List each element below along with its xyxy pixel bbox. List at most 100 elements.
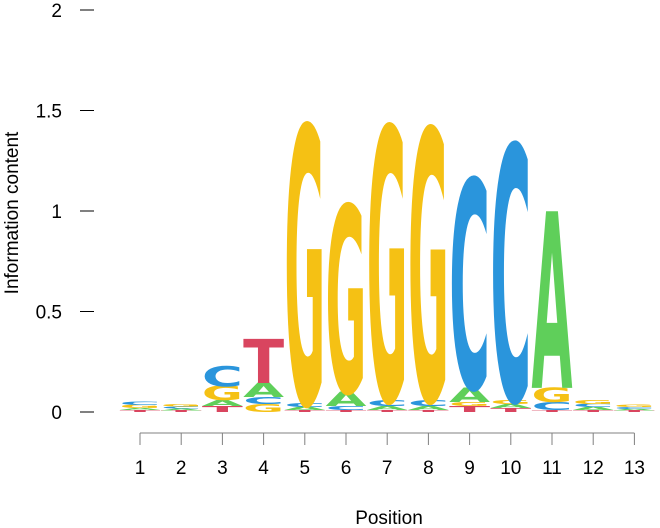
- letter-glyph: A: [202, 398, 244, 408]
- logo-letter-G-pos-6: G: [326, 155, 367, 453]
- letter-glyph: T: [120, 410, 161, 413]
- y-axis-title: Information content: [2, 131, 23, 294]
- letter-glyph: C: [408, 399, 449, 409]
- y-tick-label: 0.5: [36, 303, 62, 324]
- logo-letter-C-pos-1: C: [120, 401, 161, 406]
- letter-glyph: G: [120, 404, 161, 409]
- y-tick-label: 2: [51, 1, 62, 22]
- logo-letter-T-pos-3: T: [202, 404, 244, 414]
- letter-glyph: C: [490, 77, 531, 483]
- logo-letter-A-pos-3: A: [202, 398, 244, 408]
- x-tick-label: 12: [583, 458, 604, 479]
- letter-glyph: T: [202, 404, 244, 414]
- letter-glyph: A: [408, 405, 449, 411]
- y-tick-label: 0: [51, 403, 62, 424]
- letter-glyph: C: [573, 403, 614, 408]
- letter-glyph: G: [532, 384, 573, 406]
- logo-letter-G-pos-1: G: [120, 404, 161, 409]
- logo-letter-G-pos-12: G: [573, 399, 614, 405]
- letter-glyph: T: [573, 410, 614, 413]
- letter-glyph: A: [284, 406, 325, 411]
- x-tick-label: 10: [500, 458, 521, 479]
- logo-letter-T-pos-1: T: [120, 410, 161, 413]
- letter-glyph: C: [161, 406, 202, 409]
- y-tick-label: 1.5: [36, 102, 62, 123]
- letter-glyph: C: [532, 400, 573, 413]
- letter-glyph: A: [326, 389, 367, 411]
- logo-letter-G-pos-5: G: [284, 50, 325, 493]
- letter-glyph: G: [573, 399, 614, 405]
- logo-letter-C-pos-13: C: [614, 406, 655, 409]
- logo-letter-G-pos-4: G: [243, 402, 284, 415]
- logo-letter-T-pos-6: T: [326, 410, 367, 413]
- logo-letter-A-pos-9: A: [449, 385, 490, 407]
- letter-glyph: T: [284, 410, 325, 413]
- logo-letter-G-pos-3: G: [202, 382, 243, 404]
- logo-letter-C-pos-4: C: [243, 395, 284, 406]
- letter-glyph: A: [449, 385, 490, 407]
- x-tick-label: 8: [423, 458, 434, 479]
- x-tick-label: 2: [176, 458, 187, 479]
- logo-letter-T-pos-11: T: [532, 410, 573, 413]
- logo-letter-G-pos-11: G: [532, 384, 573, 406]
- letter-glyph: G: [449, 401, 490, 407]
- letter-glyph: T: [490, 407, 531, 413]
- logo-letter-A-pos-12: A: [573, 406, 614, 411]
- letter-glyph: T: [161, 410, 202, 413]
- letter-glyph: C: [284, 402, 325, 408]
- letter-glyph: A: [367, 405, 408, 411]
- x-tick-label: 4: [258, 458, 269, 479]
- letter-glyph: C: [243, 395, 284, 406]
- letter-glyph: T: [408, 410, 449, 413]
- logo-letter-A-pos-6: A: [326, 389, 367, 411]
- logo-letter-T-pos-13: T: [614, 410, 655, 413]
- logo-letter-C-pos-7: C: [367, 399, 408, 409]
- letter-glyph: A: [120, 407, 161, 410]
- logo-letter-C-pos-12: C: [573, 403, 614, 408]
- logo-letter-A-pos-7: A: [367, 405, 408, 411]
- letter-glyph: A: [161, 408, 202, 411]
- y-tick-label: 1: [51, 202, 62, 223]
- letter-glyph: G: [490, 399, 531, 405]
- logo-letter-T-pos-5: T: [284, 410, 325, 413]
- logo-letter-A-pos-5: A: [284, 406, 325, 411]
- logo-letter-T-pos-8: T: [408, 410, 449, 413]
- letter-glyph: T: [449, 404, 491, 414]
- x-tick-label: 9: [464, 458, 475, 479]
- letter-glyph: C: [326, 405, 367, 411]
- letter-glyph: G: [367, 52, 408, 488]
- logo-letter-C-pos-8: C: [408, 399, 449, 409]
- logo-letter-C-pos-11: C: [532, 400, 573, 413]
- letter-glyph: C: [367, 399, 408, 409]
- x-tick-label: 11: [542, 458, 562, 479]
- logo-letter-T-pos-7: T: [367, 410, 408, 413]
- x-tick-label: 3: [217, 458, 228, 479]
- letter-glyph: A: [532, 164, 573, 446]
- logo-letter-A-pos-10: A: [490, 403, 531, 409]
- letter-glyph: T: [367, 410, 408, 413]
- x-axis: 1 2 3 4 5 6 7 8 9 10 11 12 13: [135, 432, 645, 479]
- logo-letter-G-pos-10: G: [490, 399, 531, 405]
- letter-glyph: A: [490, 403, 531, 409]
- letter-glyph: C: [449, 123, 490, 456]
- letter-glyph: A: [614, 408, 655, 411]
- x-tick-label: 13: [624, 458, 645, 479]
- letter-glyph: A: [573, 406, 614, 411]
- x-tick-label: 7: [382, 458, 393, 479]
- logo-letter-C-pos-10: C: [490, 77, 531, 483]
- logo-letter-T-pos-9: T: [449, 404, 491, 414]
- letter-glyph: T: [243, 328, 284, 398]
- logo-letter-T-pos-10: T: [490, 407, 531, 413]
- x-tick-label: 5: [300, 458, 311, 479]
- letter-glyph: T: [614, 410, 655, 413]
- logo-letter-G-pos-8: G: [408, 55, 449, 488]
- x-tick-label: 6: [341, 458, 352, 479]
- letter-glyph: A: [243, 380, 284, 402]
- letter-glyph: T: [326, 410, 367, 413]
- letter-glyph: G: [161, 403, 202, 407]
- logo-letter-C-pos-2: C: [161, 406, 202, 409]
- logo-letter-A-pos-11: A: [532, 164, 573, 446]
- letter-glyph: C: [614, 406, 655, 409]
